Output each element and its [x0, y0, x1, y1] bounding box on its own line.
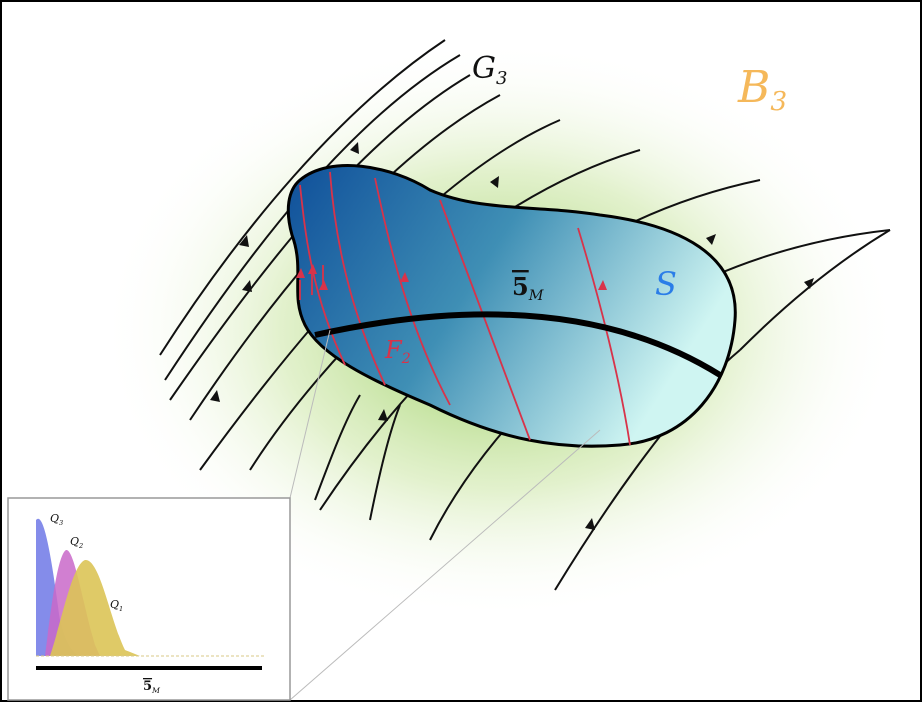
label-sub: M — [528, 288, 545, 304]
label-sub: 3 — [770, 86, 787, 117]
label-main: F — [384, 336, 403, 364]
label-main: Q — [110, 598, 119, 611]
label-main: 5 — [512, 272, 529, 301]
label-main: G — [472, 51, 496, 86]
label-main: B — [737, 62, 770, 113]
label-main: S — [655, 265, 677, 303]
label-main: 5 — [143, 679, 152, 694]
label-sub: 3 — [496, 68, 507, 89]
label-sub: 1 — [119, 605, 123, 613]
label-sub: 3 — [59, 519, 63, 527]
label-sub: M — [151, 686, 161, 695]
label-sub: 2 — [401, 351, 411, 367]
label-main: Q — [50, 512, 59, 525]
label-sub: 2 — [78, 542, 83, 550]
label-s: S — [655, 265, 677, 303]
label-main: Q — [70, 535, 79, 548]
diagram: G3 B3 S 5M F2 Q3 Q2 Q1 5M — [0, 0, 922, 702]
